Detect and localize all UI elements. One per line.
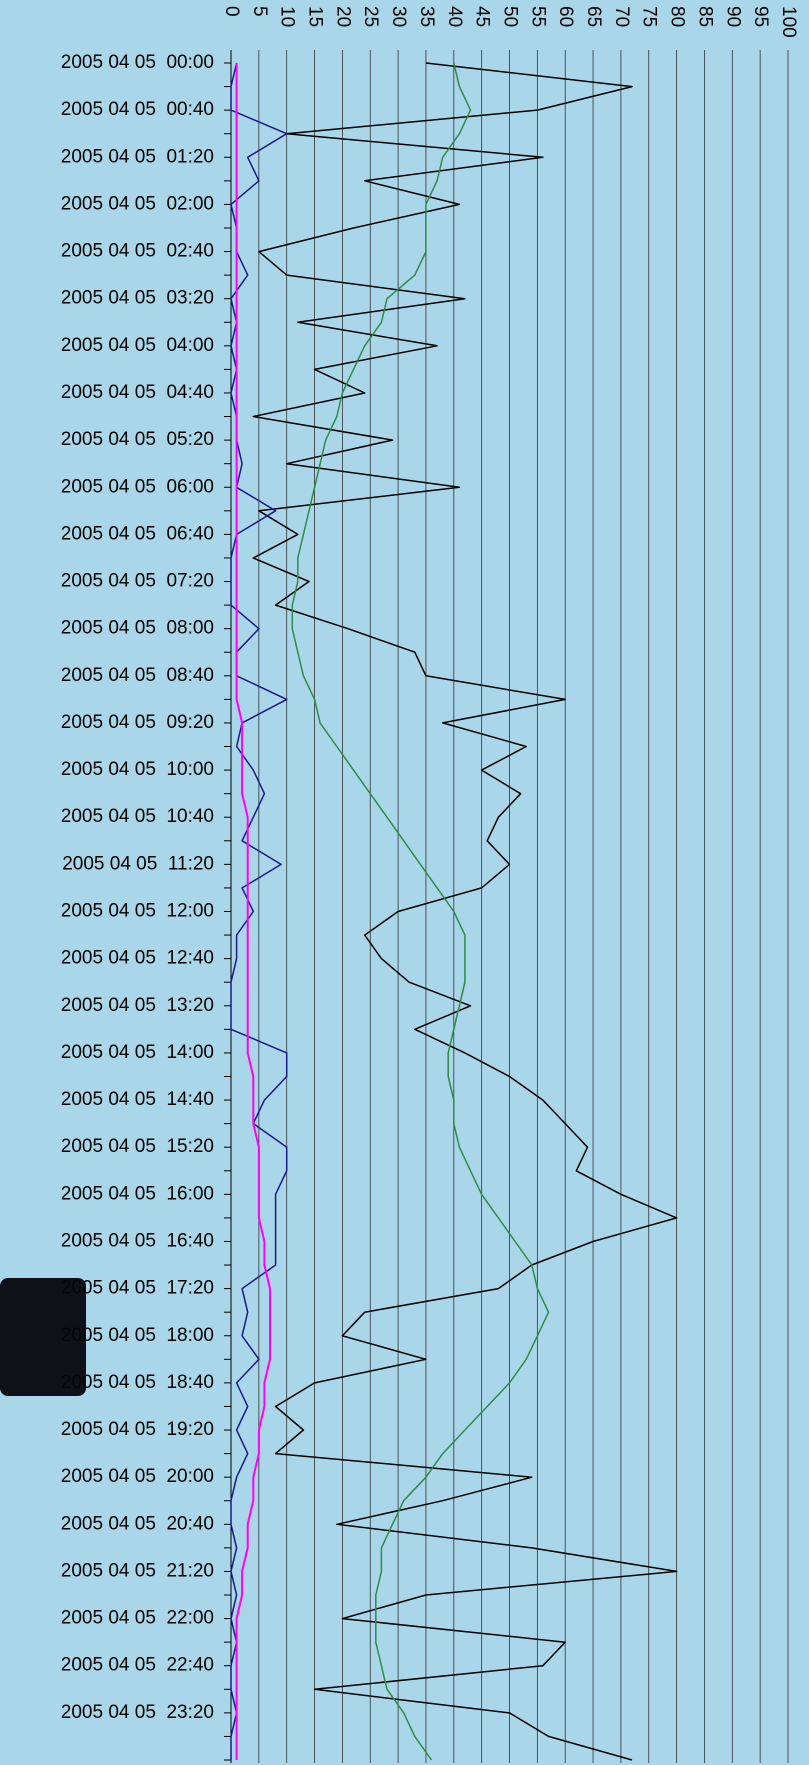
category-label: 2005 04 05 10:40 — [61, 806, 214, 827]
category-label: 2005 04 05 23:20 — [61, 1702, 214, 1723]
category-label: 2005 04 05 04:40 — [61, 382, 214, 403]
category-label: 2005 04 05 21:20 — [61, 1560, 214, 1581]
value-tick-label: 25 — [360, 6, 381, 27]
series-line — [230, 62, 288, 1760]
category-label: 2005 04 05 09:20 — [61, 712, 214, 733]
value-tick-label: 60 — [555, 6, 576, 27]
category-label: 2005 04 05 08:40 — [61, 665, 214, 686]
category-label: 2005 04 05 04:00 — [61, 335, 214, 356]
category-label: 2005 04 05 20:00 — [61, 1466, 214, 1487]
category-label: 2005 04 05 06:40 — [61, 523, 214, 544]
category-label: 2005 04 05 12:40 — [61, 948, 214, 969]
series-line — [235, 63, 271, 1760]
occlusion — [0, 1278, 86, 1396]
value-tick-label: 65 — [583, 6, 604, 27]
value-tick-label: 15 — [305, 6, 326, 27]
category-label: 2005 04 05 18:40 — [61, 1372, 214, 1393]
category-label: 2005 04 05 19:20 — [61, 1419, 214, 1440]
value-tick-label: 35 — [416, 6, 437, 27]
category-label: 2005 04 05 00:00 — [61, 52, 214, 73]
category-label: 2005 04 05 14:40 — [61, 1089, 214, 1110]
category-label: 2005 04 05 22:00 — [61, 1608, 214, 1629]
category-label: 2005 04 05 18:00 — [61, 1325, 214, 1346]
category-label: 2005 04 05 10:00 — [61, 759, 214, 780]
value-tick-label: 95 — [750, 6, 771, 27]
value-tick-label: 75 — [639, 6, 660, 27]
value-tick-label: 85 — [694, 6, 715, 27]
value-tick-label: 90 — [722, 6, 743, 27]
category-label: 2005 04 05 08:00 — [61, 618, 214, 639]
value-tick-label: 30 — [388, 6, 409, 27]
category-label: 2005 04 05 20:40 — [61, 1513, 214, 1534]
value-tick-label: 0 — [221, 6, 242, 17]
value-tick-label: 100 — [778, 6, 799, 38]
category-label: 2005 04 05 15:20 — [61, 1136, 214, 1157]
category-label: 2005 04 05 03:20 — [61, 288, 214, 309]
value-tick-label: 70 — [611, 6, 632, 27]
value-tick-label: 50 — [499, 6, 520, 27]
category-label: 2005 04 05 17:20 — [61, 1278, 214, 1299]
value-tick-label: 10 — [277, 6, 298, 27]
series-line — [252, 62, 678, 1761]
value-tick-label: 20 — [332, 6, 353, 27]
value-tick-label: 80 — [667, 6, 688, 27]
category-label: 2005 04 05 07:20 — [61, 571, 214, 592]
category-label: 2005 04 05 16:00 — [61, 1183, 214, 1204]
category-label: 2005 04 05 13:20 — [61, 995, 214, 1016]
category-label: 2005 04 05 22:40 — [61, 1655, 214, 1676]
category-label: 2005 04 05 12:00 — [61, 901, 214, 922]
category-label: 2005 04 05 00:40 — [61, 99, 214, 120]
category-label: 2005 04 05 14:00 — [61, 1042, 214, 1063]
value-tick-label: 40 — [444, 6, 465, 27]
value-tick-label: 5 — [249, 6, 270, 17]
series-line — [291, 62, 550, 1761]
value-tick-label: 45 — [472, 6, 493, 27]
value-tick-label: 55 — [527, 6, 548, 27]
category-label: 2005 04 05 16:40 — [61, 1230, 214, 1251]
category-label: 2005 04 05 02:00 — [61, 193, 214, 214]
category-label: 2005 04 05 02:40 — [61, 241, 214, 262]
category-label: 2005 04 05 05:20 — [61, 429, 214, 450]
category-label: 2005 04 05 11:20 — [62, 853, 214, 874]
category-label: 2005 04 05 01:20 — [61, 146, 214, 167]
category-label: 2005 04 05 06:00 — [61, 476, 214, 497]
